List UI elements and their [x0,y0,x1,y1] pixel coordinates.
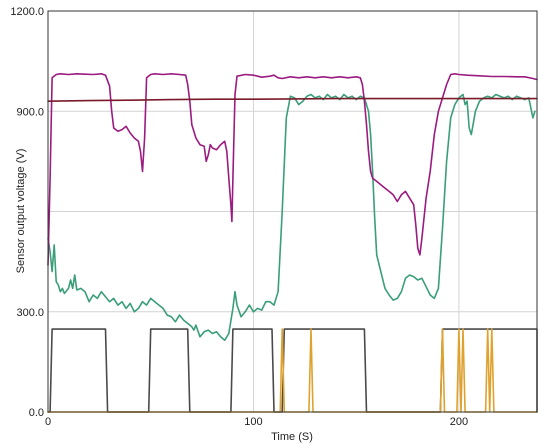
y-axis-title: Sensor output voltage (V) [15,149,27,274]
y-tick-label: 900.0 [16,106,44,118]
x-tick-label: 100 [244,416,262,428]
tick-labels: 0.0 300.0 900.0 1200.0 0 100 200 [10,6,468,428]
series-line-2 [47,328,538,413]
x-tick-label: 200 [450,416,468,428]
y-tick-label: 300.0 [16,307,44,319]
series-line-4 [47,73,538,266]
series-line-5 [47,97,538,102]
plot-frame [47,10,538,413]
y-tick-label: 1200.0 [10,6,44,18]
series-line-3 [47,93,536,342]
y-tick-label: 0.0 [29,407,44,419]
x-axis-title: Time (S) [271,431,313,443]
series-lines [47,73,538,413]
x-tick-label: 0 [45,416,51,428]
